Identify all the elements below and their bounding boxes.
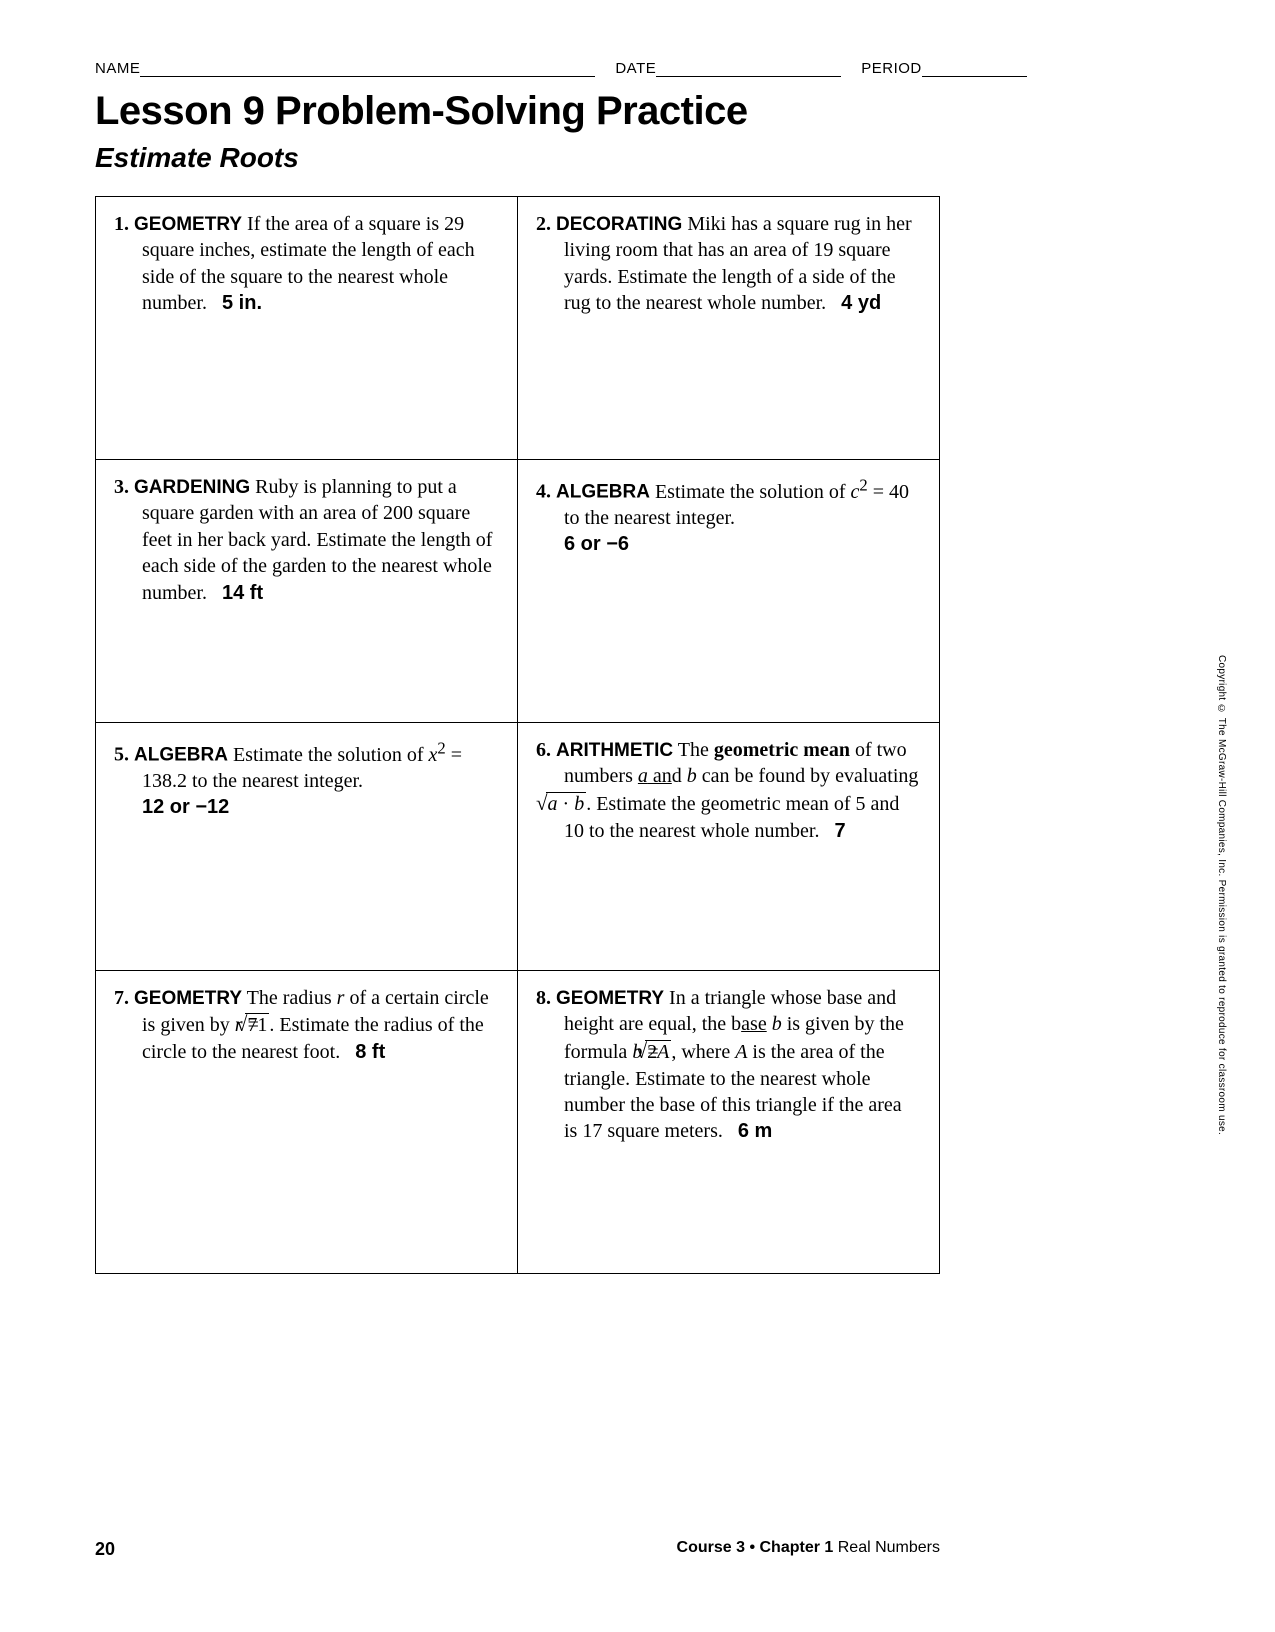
copyright-notice: Copyright © The McGraw-Hill Companies, I… [1216,655,1227,1135]
problem-number: 2. [536,213,551,235]
problem-number: 1. [114,213,129,235]
problem-number: 6. [536,739,551,761]
name-label: NAME [95,60,140,77]
problem-category: GEOMETRY [134,988,242,1009]
problem-number: 5. [114,744,129,766]
problem-category: ALGEBRA [134,745,228,766]
problem-cell-4: 4. ALGEBRA Estimate the solution of c2 =… [518,460,940,723]
problem-number: 7. [114,987,129,1009]
page-subtitle: Estimate Roots [95,142,1165,174]
problem-cell-3: 3. GARDENING Ruby is planning to put a s… [96,460,518,723]
problem-text: In a triangle whose base and height are … [564,987,904,1142]
name-blank[interactable] [140,60,595,77]
worksheet-header: NAME DATE PERIOD [95,60,1165,77]
page-footer: 20 Course 3 • Chapter 1 Real Numbers [95,1539,940,1560]
problem-answer: 7 [835,820,846,842]
problem-answer: 6 m [738,1120,772,1142]
problem-cell-5: 5. ALGEBRA Estimate the solution of x2 =… [96,723,518,971]
page-number: 20 [95,1539,115,1559]
problem-cell-7: 7. GEOMETRY The radius r of a certain ci… [96,971,518,1274]
footer-course: Course 3 • Chapter 1 [677,1539,834,1556]
date-label: DATE [615,60,656,77]
page-title: Lesson 9 Problem-Solving Practice [95,89,1165,134]
problem-category: DECORATING [556,214,682,235]
date-blank[interactable] [656,60,841,77]
problem-answer: 14 ft [222,582,263,604]
problem-cell-1: 1. GEOMETRY If the area of a square is 2… [96,197,518,460]
period-blank[interactable] [922,60,1027,77]
problem-cell-2: 2. DECORATING Miki has a square rug in h… [518,197,940,460]
problem-cell-6: 6. ARITHMETIC The geometric mean of two … [518,723,940,971]
problem-category: ARITHMETIC [556,740,673,761]
problem-answer: 5 in. [222,292,262,314]
period-label: PERIOD [861,60,922,77]
problem-number: 8. [536,987,551,1009]
problem-number: 3. [114,476,129,498]
problem-answer: 6 or −6 [564,533,629,555]
problem-category: ALGEBRA [556,482,650,503]
footer-chapter-title: Real Numbers [833,1539,940,1556]
problem-cell-8: 8. GEOMETRY In a triangle whose base and… [518,971,940,1274]
problem-answer: 8 ft [355,1041,385,1063]
problem-number: 4. [536,481,551,503]
problem-table: 1. GEOMETRY If the area of a square is 2… [95,196,940,1274]
problem-category: GEOMETRY [556,988,664,1009]
problem-answer: 4 yd [841,292,881,314]
problem-category: GEOMETRY [134,214,242,235]
problem-category: GARDENING [134,477,250,498]
problem-answer: 12 or −12 [142,796,229,818]
